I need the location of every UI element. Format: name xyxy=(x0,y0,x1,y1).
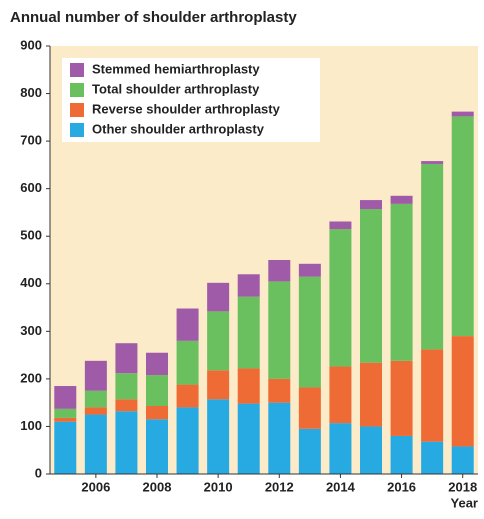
legend-swatch xyxy=(70,123,84,137)
bar-segment xyxy=(145,352,169,376)
chart-title: Annual number of shoulder arthroplasty xyxy=(10,9,297,26)
bar-segment xyxy=(237,368,260,404)
bar-segment xyxy=(359,200,383,210)
bar-segment xyxy=(329,229,352,367)
bar-segment xyxy=(145,375,169,406)
legend-box xyxy=(62,58,320,142)
legend-label: Stemmed hemiarthroplasty xyxy=(92,61,260,76)
x-tick-label: 2008 xyxy=(143,479,172,494)
bar-segment xyxy=(359,426,383,474)
bar-segment xyxy=(237,403,260,474)
bar-segment xyxy=(115,411,138,474)
bar-segment xyxy=(421,349,444,442)
bar-segment xyxy=(84,407,107,415)
bar-segment xyxy=(237,274,260,297)
bar-segment xyxy=(421,441,444,474)
y-tick-label: 0 xyxy=(35,465,42,480)
y-tick-label: 900 xyxy=(20,37,42,52)
bar-segment xyxy=(298,387,321,429)
x-tick-label: 2010 xyxy=(204,479,233,494)
bar-segment xyxy=(451,446,474,474)
bar-segment xyxy=(390,435,413,474)
bar-segment xyxy=(390,195,413,204)
bar-segment xyxy=(451,111,474,117)
bar-segment xyxy=(54,408,77,418)
bar-segment xyxy=(115,399,138,412)
bar-segment xyxy=(84,360,107,391)
bar-segment xyxy=(390,360,413,436)
bar-segment xyxy=(329,221,352,230)
bar-segment xyxy=(298,428,321,474)
bar-segment xyxy=(268,281,291,379)
bar-segment xyxy=(176,308,199,341)
bar-segment xyxy=(298,276,321,388)
y-tick-label: 500 xyxy=(20,228,42,243)
bar-segment xyxy=(329,423,352,474)
bar-segment xyxy=(84,390,107,408)
legend-label: Other shoulder arthroplasty xyxy=(92,121,265,136)
bar-segment xyxy=(207,311,230,371)
y-tick-label: 200 xyxy=(20,370,42,385)
y-tick-label: 400 xyxy=(20,275,42,290)
bar-segment xyxy=(115,373,138,400)
bar-segment xyxy=(207,282,230,312)
y-tick-label: 600 xyxy=(20,180,42,195)
bar-segment xyxy=(176,340,199,385)
bar-segment xyxy=(176,407,199,474)
bar-segment xyxy=(359,209,383,363)
legend-label: Reverse shoulder arthroplasty xyxy=(92,101,281,116)
bar-segment xyxy=(54,417,77,422)
legend-swatch xyxy=(70,103,84,117)
bar-segment xyxy=(390,203,413,361)
bar-segment xyxy=(145,419,169,474)
bar-segment xyxy=(207,370,230,400)
bar-segment xyxy=(421,163,444,350)
bar-segment xyxy=(451,336,474,447)
y-tick-label: 800 xyxy=(20,85,42,100)
bar-segment xyxy=(268,260,291,282)
x-tick-label: 2012 xyxy=(265,479,294,494)
bar-segment xyxy=(176,384,199,408)
bar-segment xyxy=(421,161,444,164)
bar-segment xyxy=(451,116,474,337)
legend-label: Total shoulder arthroplasty xyxy=(92,81,260,96)
bar-segment xyxy=(329,366,352,424)
bar-segment xyxy=(84,414,107,474)
bar-segment xyxy=(237,296,260,369)
x-tick-label: 2014 xyxy=(326,479,356,494)
bar-segment xyxy=(115,343,138,374)
bar-segment xyxy=(359,362,383,427)
bar-segment xyxy=(207,399,230,474)
bar-segment xyxy=(145,405,169,420)
bar-segment xyxy=(268,402,291,474)
y-tick-label: 100 xyxy=(20,418,42,433)
y-tick-label: 300 xyxy=(20,323,42,338)
legend-swatch xyxy=(70,63,84,77)
bar-segment xyxy=(298,263,321,277)
bar-segment xyxy=(54,386,77,409)
bar-segment xyxy=(268,378,291,403)
x-tick-label: 2016 xyxy=(387,479,416,494)
y-tick-label: 700 xyxy=(20,133,42,148)
x-tick-label: 2018 xyxy=(448,479,477,494)
legend-swatch xyxy=(70,83,84,97)
x-axis-label: Year xyxy=(451,495,478,510)
bar-segment xyxy=(54,421,77,474)
x-tick-label: 2006 xyxy=(81,479,110,494)
